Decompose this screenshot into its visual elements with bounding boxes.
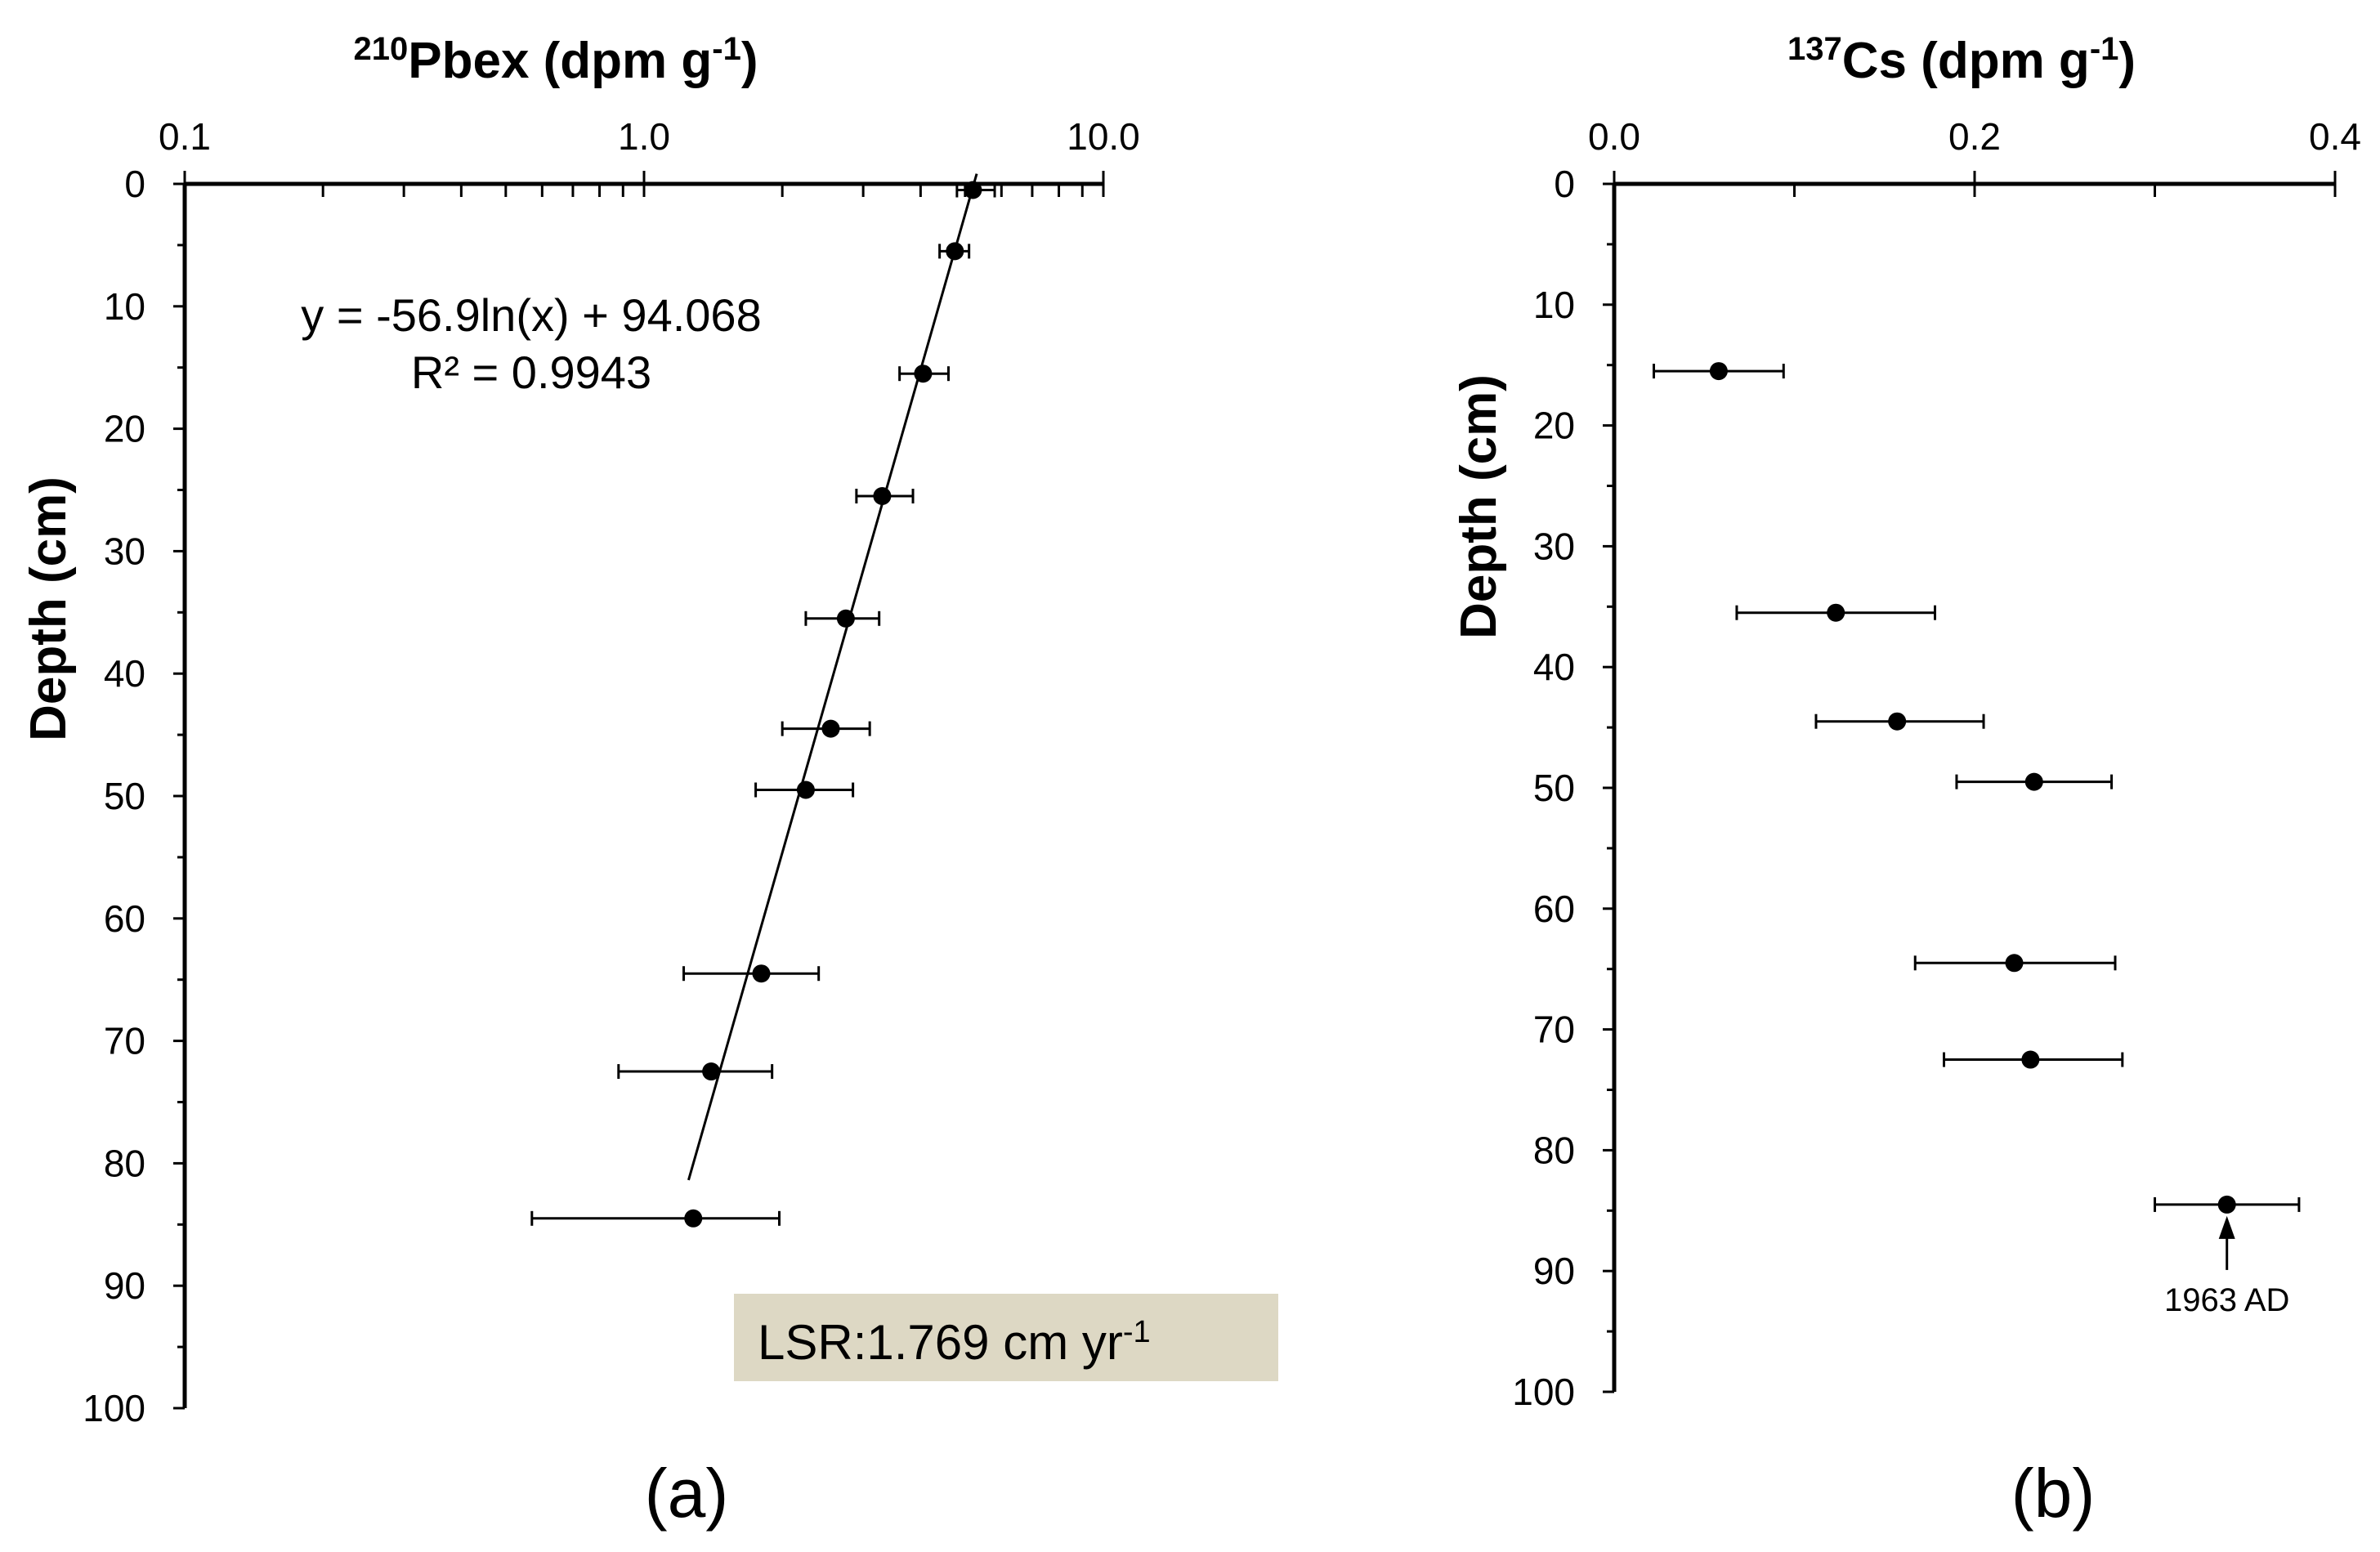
a-y-tick-label: 80 (104, 1142, 145, 1184)
a-data-marker (752, 964, 771, 983)
b-data-marker (1709, 362, 1728, 381)
panel-a-r-squared: R² = 0.9943 (411, 347, 651, 398)
panel-b-annotation-1963: 1963 AD (2164, 1215, 2289, 1318)
a-data-point (530, 1209, 781, 1228)
panel-b-points (1653, 362, 2301, 1214)
a-data-point (682, 964, 821, 983)
a-data-marker (836, 609, 855, 628)
a-y-tick-label: 30 (104, 530, 145, 572)
panel-b-title: 137Cs (dpm g-1) (1787, 31, 2136, 89)
b-data-marker (2021, 1050, 2040, 1069)
a-y-tick-label: 60 (104, 897, 145, 940)
b-data-marker (2024, 772, 2043, 791)
a-data-point (754, 780, 855, 799)
a-y-tick-label: 0 (124, 163, 145, 205)
b-y-tick-label: 80 (1533, 1129, 1575, 1171)
a-y-tick-label: 90 (104, 1264, 145, 1307)
a-data-marker (821, 719, 840, 738)
a-data-point (938, 242, 971, 261)
a-data-marker (684, 1209, 703, 1228)
a-data-marker (946, 242, 964, 261)
a-data-marker (796, 780, 815, 799)
b-y-tick-label: 40 (1533, 646, 1575, 688)
a-data-marker (964, 181, 982, 199)
a-x-tick-label: 0.1 (159, 115, 211, 158)
panel-a-y-axis-label: Depth (cm) (20, 476, 77, 741)
panel-a-title: 210Pbex (dpm g-1) (353, 31, 758, 89)
b-y-tick-label: 20 (1533, 405, 1575, 447)
b-data-point (1913, 954, 2117, 973)
b-y-tick-label: 50 (1533, 767, 1575, 809)
panel-b-label: (b) (2011, 1455, 2096, 1532)
panel-a-fit-line (687, 173, 978, 1181)
a-data-point (617, 1062, 774, 1081)
a-y-tick-label: 10 (104, 285, 145, 328)
b-y-tick-label: 60 (1533, 888, 1575, 930)
panel-a-points (530, 181, 996, 1228)
b-y-tick-label: 10 (1533, 284, 1575, 326)
panel-a-fit-equation: y = -56.9ln(x) + 94.068 (301, 289, 761, 341)
a-x-tick-label: 10.0 (1067, 115, 1140, 158)
b-data-marker (1827, 603, 1845, 622)
b-data-marker (2217, 1195, 2236, 1214)
panel-a-label: (a) (645, 1455, 729, 1532)
a-y-tick-label: 50 (104, 775, 145, 817)
a-data-marker (873, 486, 892, 505)
a-data-marker (702, 1062, 721, 1081)
a-y-tick-label: 100 (83, 1387, 145, 1429)
b-data-point (1955, 772, 2114, 791)
a-data-point (855, 486, 915, 505)
b-y-tick-label: 100 (1512, 1371, 1575, 1413)
b-data-point (1735, 603, 1936, 622)
b-data-marker (2005, 954, 2024, 973)
b-data-point (2154, 1195, 2301, 1214)
annotation-label: 1963 AD (2164, 1282, 2289, 1318)
panel-b-y-axis-ticks: 0 10 20 30 40 50 60 70 80 90 100 (1512, 163, 1614, 1413)
b-data-marker (1888, 712, 1907, 731)
b-data-point (1814, 712, 1985, 731)
a-data-point (781, 719, 871, 738)
b-data-point (1653, 362, 1785, 381)
b-y-tick-label: 30 (1533, 525, 1575, 567)
b-data-point (1943, 1050, 2124, 1069)
b-x-tick-label: 0.2 (1948, 115, 2001, 158)
a-x-tick-label: 1.0 (618, 115, 670, 158)
a-data-marker (914, 365, 933, 383)
panel-b-chart: 137Cs (dpm g-1) 0.0 0.2 0.4 0 10 20 30 40 50 60 7… (1451, 31, 2361, 1532)
panel-a-x-axis-ticks: 0.1 1.0 10.0 (159, 115, 1140, 197)
panel-a-y-axis-ticks: 0 10 20 30 40 50 60 70 80 90 100 (83, 163, 185, 1429)
b-x-tick-label: 0.4 (2309, 115, 2361, 158)
a-data-point (804, 609, 881, 628)
b-y-tick-label: 90 (1533, 1250, 1575, 1292)
b-x-tick-label: 0.0 (1588, 115, 1640, 158)
a-data-point (955, 181, 996, 199)
a-y-tick-label: 40 (104, 652, 145, 695)
a-y-tick-label: 20 (104, 408, 145, 450)
a-data-point (898, 365, 950, 383)
b-y-tick-label: 0 (1554, 163, 1575, 205)
panel-a-chart: 210Pbex (dpm g-1) 0.1 1.0 10.0 0 10 20 30 40 50… (20, 31, 1278, 1532)
panel-a-lsr-box (734, 1294, 1278, 1381)
annotation-arrow-head (2218, 1215, 2235, 1239)
b-y-tick-label: 70 (1533, 1009, 1575, 1051)
a-y-tick-label: 70 (104, 1020, 145, 1062)
panel-b-y-axis-label: Depth (cm) (1451, 374, 1507, 639)
panel-a-lsr-label: LSR:1.769 cm yr-1 (758, 1315, 1151, 1370)
panel-b-x-axis-ticks: 0.0 0.2 0.4 (1588, 115, 2361, 197)
